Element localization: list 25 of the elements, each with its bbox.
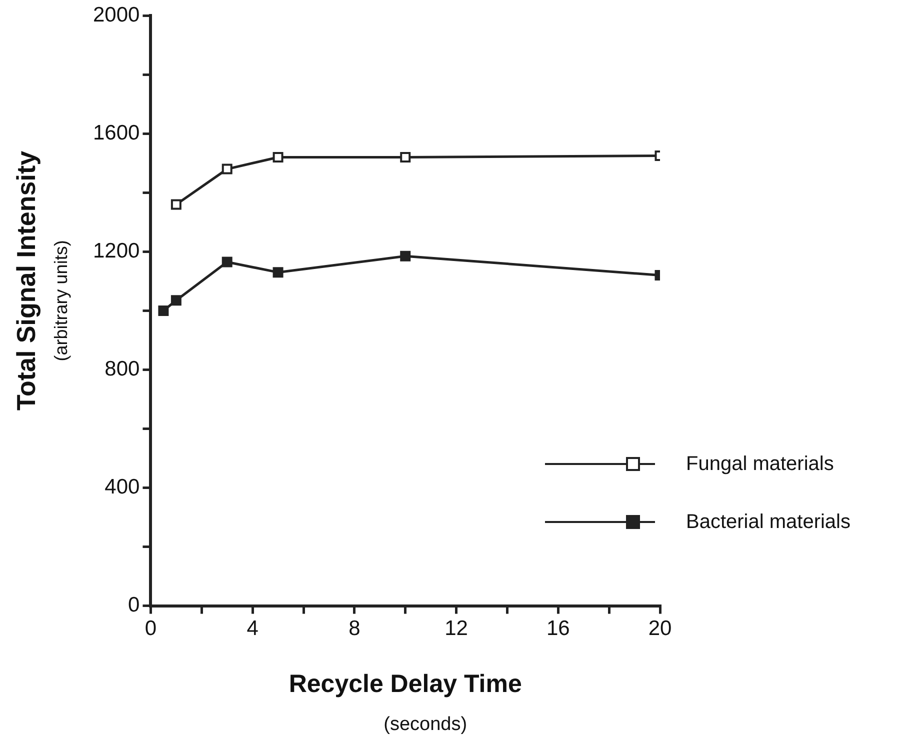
x-tick-label: 20 xyxy=(648,617,672,640)
point xyxy=(170,199,182,210)
legend-label: Fungal materials xyxy=(686,452,834,476)
x-tick-label: 4 xyxy=(246,617,259,640)
y-tick-label: 0 xyxy=(128,594,140,617)
point xyxy=(158,305,169,316)
y-tick-label: 800 xyxy=(104,358,140,381)
point xyxy=(222,164,232,174)
y-axis-title: Total Signal Intensity (arbitrary units) xyxy=(11,150,71,410)
point xyxy=(222,256,232,268)
x-tick-label: 8 xyxy=(348,617,360,640)
x-tick-label: 16 xyxy=(546,617,570,640)
x-tick-label: 12 xyxy=(444,617,468,640)
point xyxy=(272,152,284,162)
point xyxy=(170,295,182,306)
y-tick-label: 1600 xyxy=(93,121,140,144)
legend-label: Bacterial materials xyxy=(686,510,851,534)
y-tick-label: 2000 xyxy=(93,3,140,26)
x-axis-title: Recycle Delay Time (seconds) xyxy=(288,670,522,736)
y-tick-label: 400 xyxy=(104,476,140,499)
y-tick-label: 1200 xyxy=(93,239,140,262)
point xyxy=(272,267,284,278)
x-tick-label: 0 xyxy=(144,617,157,640)
point xyxy=(400,152,411,162)
point xyxy=(400,250,411,262)
